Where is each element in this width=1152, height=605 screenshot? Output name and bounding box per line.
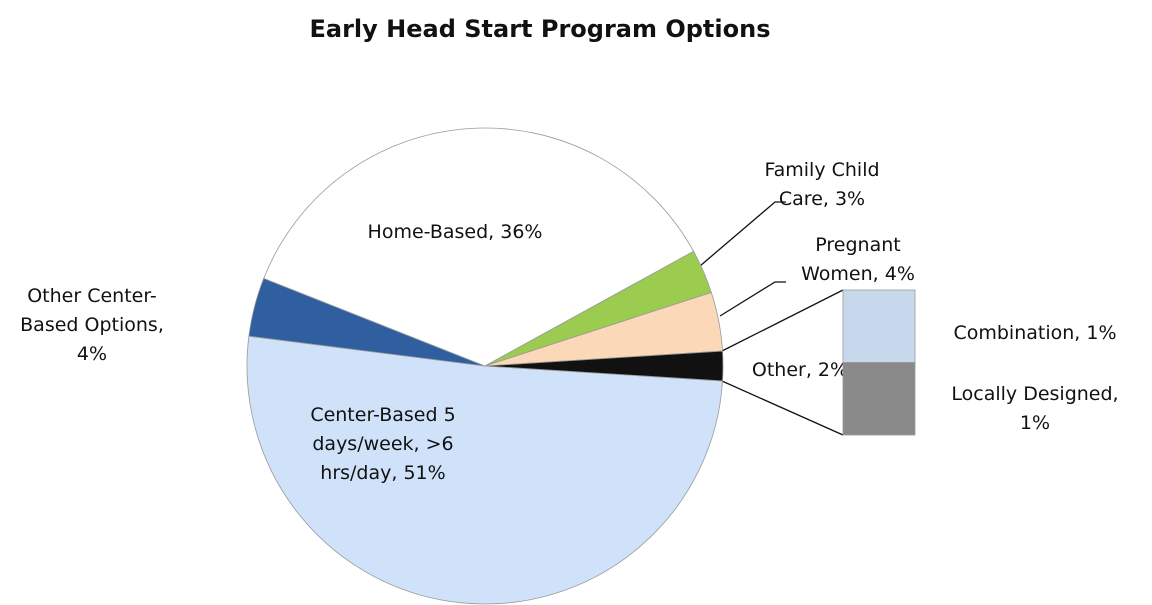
- data-label: Family Child Care, 3%: [764, 159, 879, 210]
- pie-slice: [246, 335, 723, 605]
- data-label: Home-Based, 36%: [368, 221, 543, 243]
- pie-slice: [263, 127, 695, 367]
- data-label: Combination, 1%: [953, 322, 1116, 344]
- pie-slice: [484, 350, 724, 382]
- leader-line: [699, 201, 786, 267]
- bar-segment: [842, 362, 916, 436]
- connector-line: [721, 289, 844, 352]
- data-label: Other, 2%: [752, 359, 848, 381]
- data-label: Pregnant Women, 4%: [801, 234, 915, 285]
- chart-title: Early Head Start Program Options: [310, 15, 771, 43]
- data-label: Other Center-Based Options, 4%: [20, 285, 164, 365]
- data-label: Center-Based 5 days/week, >6 hrs/day, 51%: [310, 404, 455, 484]
- data-label: Locally Designed, 1%: [951, 383, 1118, 434]
- leader-line: [719, 281, 786, 317]
- bar-segment: [842, 289, 916, 363]
- connector-line: [721, 380, 844, 436]
